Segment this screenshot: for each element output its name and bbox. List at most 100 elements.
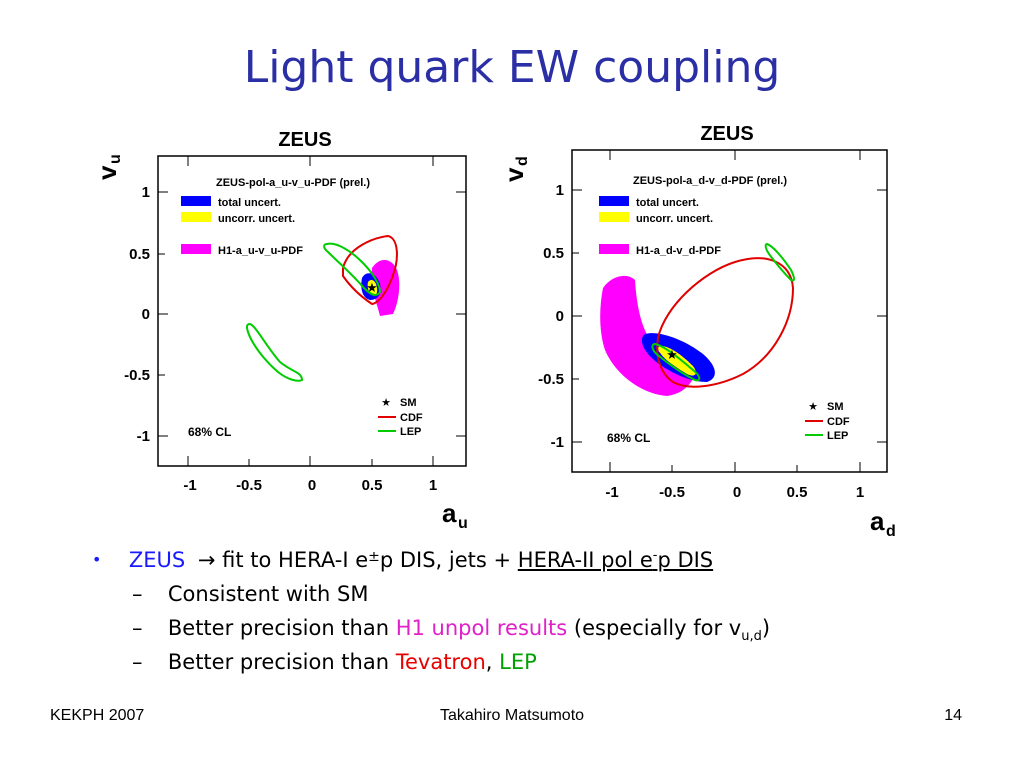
h1-results: H1 unpol results (395, 616, 568, 640)
legend-entry: uncorr. uncert. (218, 213, 295, 225)
legend-entry: total uncert. (636, 197, 699, 209)
cdf-contour (342, 234, 398, 306)
sub-bullet-text: Better precision than (167, 616, 396, 640)
x-tick-label: 1 (429, 477, 437, 494)
lep-contour-main (651, 342, 701, 382)
x-tick-label: 0.5 (787, 484, 808, 501)
footer-page-number: 14 (944, 707, 962, 724)
sm-point: ★ (666, 348, 678, 363)
bullet-dot: • (92, 550, 102, 569)
y-tick-label: -0.5 (124, 367, 150, 384)
lep-contour-upper (323, 242, 382, 296)
hera2-label: HERA-II pol e (517, 548, 653, 572)
sub-bullet-text: Consistent with SM (167, 582, 369, 606)
legend-entry: LEP (400, 426, 421, 438)
lep: LEP (499, 650, 537, 674)
legend-swatch-h1 (181, 244, 211, 254)
legend-swatch-uncorr (599, 212, 629, 222)
legend-title: ZEUS-pol-a_d-v_d-PDF (prel.) (633, 175, 787, 187)
lep-contour-lower (245, 322, 304, 382)
x-tick-label: -0.5 (236, 477, 262, 494)
x-tick-label: 0 (308, 477, 316, 494)
y-tick-label: -0.5 (538, 371, 564, 388)
sub-bullet-text: Better precision than (167, 650, 396, 674)
y-tick-label: 1 (142, 184, 150, 201)
x-tick-label: 0.5 (362, 477, 383, 494)
close-paren: ) (761, 616, 771, 640)
legend-entry: CDF (827, 416, 850, 428)
legend-title: ZEUS-pol-a_u-v_u-PDF (prel.) (216, 177, 370, 189)
cl-label: 68% CL (188, 425, 231, 439)
arrow-icon: → (197, 548, 216, 572)
legend-entry: H1-a_d-v_d-PDF (636, 245, 721, 257)
h1-contour (371, 259, 400, 316)
legend-entry: total uncert. (218, 197, 281, 209)
x-axis-label: a d (870, 506, 896, 540)
legend-entry: SM (400, 397, 417, 409)
legend-entry: CDF (400, 412, 423, 424)
x-axis-label: a u (442, 498, 468, 532)
sub-bullet-2: – Better precision than H1 unpol results… (132, 616, 770, 644)
y-tick-label: 0.5 (129, 246, 150, 263)
hera2-sup: - (652, 548, 658, 563)
subscript: u,d (741, 629, 762, 645)
bullet-text: p DIS, jets + (379, 548, 518, 572)
footer-center: Takahiro Matsumoto (439, 707, 585, 724)
x-tick-label: 0 (733, 484, 741, 501)
plus-minus: ± (368, 549, 380, 565)
dash: – (132, 650, 143, 674)
legend-swatch-uncorr (181, 212, 211, 222)
dash: – (132, 616, 143, 640)
y-axis-label: v u (92, 154, 124, 180)
legend-entry: LEP (827, 430, 848, 442)
cl-label: 68% CL (607, 431, 650, 445)
legend-swatch-total (181, 196, 211, 206)
x-axis-label-sub: u (458, 515, 468, 532)
y-axis-label-main: v (499, 167, 529, 182)
zeus-plot-down-quark: ZEUS v d -1 -0.5 0 0.5 1 1 0.5 0 -0.5 -1… (499, 123, 896, 540)
x-tick-label: -0.5 (659, 484, 685, 501)
sub-bullet-1: – Consistent with SM (132, 582, 368, 606)
tevatron: Tevatron (395, 650, 486, 674)
legend-entry: SM (827, 401, 844, 413)
dash: – (132, 582, 143, 606)
cdf-contour (656, 257, 795, 388)
tick-marks (572, 150, 887, 472)
legend-sm-marker: ★ (381, 396, 391, 409)
slide-title: Light quark EW coupling (243, 42, 781, 93)
y-tick-label: 0.5 (543, 245, 564, 262)
tick-marks (158, 156, 466, 466)
y-tick-label: 0 (556, 308, 564, 325)
y-axis-label: v d (499, 156, 531, 182)
y-axis-label-sub: d (514, 156, 531, 166)
hera2-label-end: p DIS (657, 548, 714, 572)
plot-frame (157, 155, 467, 467)
x-tick-label: -1 (605, 484, 618, 501)
sub-bullet-3: – Better precision than Tevatron, LEP (132, 650, 537, 674)
y-tick-label: -1 (137, 428, 150, 445)
legend-sm-marker: ★ (808, 400, 818, 413)
y-tick-label: -1 (551, 434, 564, 451)
plot-header: ZEUS (278, 129, 331, 151)
y-tick-label: 0 (142, 306, 150, 323)
lep-contour-upper (764, 242, 795, 282)
x-tick-label: -1 (183, 477, 196, 494)
zeus-label: ZEUS (128, 548, 186, 572)
zeus-plot-up-quark: ZEUS v u -1 -0.5 0 0.5 1 1 0.5 0 -0.5 -1… (92, 129, 468, 532)
footer-left: KEKPH 2007 (50, 707, 145, 724)
uncorr-uncert-contour (658, 346, 696, 376)
bullet-main: • ZEUS → fit to HERA-I e±p DIS, jets + H… (92, 548, 713, 572)
y-axis-label-sub: u (107, 154, 124, 164)
legend-entry: H1-a_u-v_u-PDF (218, 245, 303, 257)
bullet-text: fit to HERA-I e (215, 548, 369, 572)
comma: , (485, 650, 500, 674)
hera2-text: HERA-II pol e-p DIS (518, 548, 713, 572)
x-axis-label-main: a (442, 498, 457, 528)
x-axis-label-sub: d (886, 523, 896, 540)
x-tick-label: 1 (856, 484, 864, 501)
x-axis-label-main: a (870, 506, 885, 536)
legend-entry: uncorr. uncert. (636, 213, 713, 225)
plot-header: ZEUS (700, 123, 753, 145)
legend-swatch-h1 (599, 244, 629, 254)
sub-bullet-text: (especially for v (567, 616, 742, 640)
